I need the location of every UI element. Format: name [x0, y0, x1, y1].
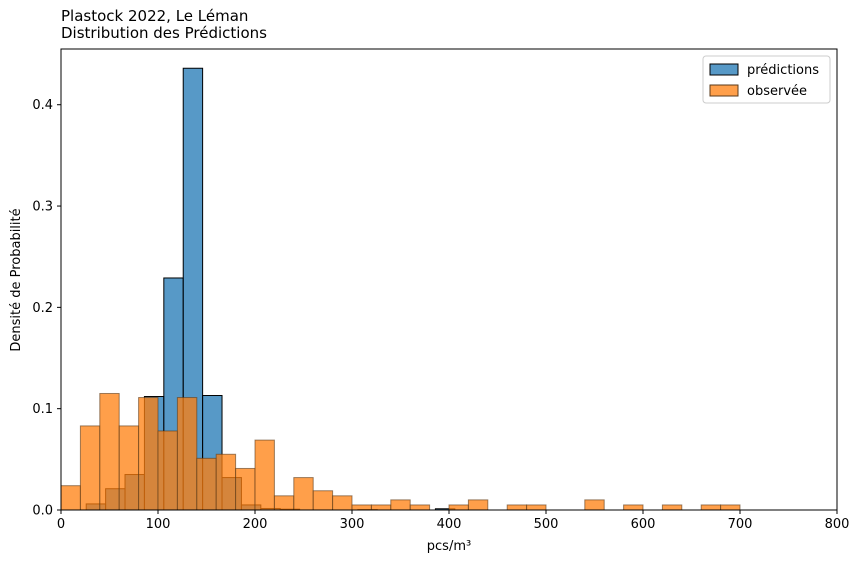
x-tick-label: 100 — [146, 517, 171, 532]
legend: prédictions observée — [702, 55, 831, 104]
x-tick-label: 0 — [57, 517, 65, 532]
histogram-bar — [351, 504, 372, 511]
histogram-bar — [138, 397, 159, 511]
legend-label: prédictions — [747, 63, 819, 78]
y-tick-label: 0.1 — [32, 402, 53, 417]
histogram-bar — [176, 397, 198, 511]
histogram-bar — [235, 467, 256, 511]
y-tick-label: 0.3 — [32, 200, 53, 215]
histogram-bar — [661, 504, 683, 511]
histogram-bar — [448, 504, 469, 511]
y-axis-label: Densité de Probabilité — [9, 208, 24, 351]
x-tick-label: 300 — [340, 517, 365, 532]
series-1-bars — [60, 392, 741, 511]
chart-title-line-1: Plastock 2022, Le Léman — [61, 7, 248, 25]
histogram-bar — [623, 504, 644, 511]
histogram-bar — [254, 439, 275, 511]
chart-title-line-2: Distribution des Prédictions — [61, 24, 267, 42]
x-tick-label: 400 — [437, 517, 462, 532]
histogram-bar — [157, 430, 178, 511]
y-tick-label: 0.2 — [32, 301, 53, 316]
histogram-bar — [526, 504, 547, 511]
histogram-bar — [312, 490, 334, 511]
legend-swatch — [709, 63, 739, 76]
histogram-bar — [467, 499, 489, 511]
histogram-bar — [118, 425, 140, 511]
bars-layer — [60, 67, 741, 511]
x-tick-label: 200 — [243, 517, 268, 532]
histogram-bar — [584, 499, 605, 511]
histogram-bar — [196, 457, 217, 511]
y-tick-label: 0.0 — [32, 504, 53, 519]
x-tick-label: 700 — [728, 517, 753, 532]
histogram-bar — [700, 504, 722, 511]
histogram-bar — [720, 504, 741, 511]
histogram-bar — [293, 477, 314, 511]
x-axis-label: pcs/m³ — [427, 539, 471, 554]
histogram-bar — [409, 504, 431, 511]
histogram-bar — [506, 504, 528, 511]
x-tick-label: 600 — [631, 517, 656, 532]
histogram-bar — [60, 485, 81, 511]
histogram-bar — [99, 392, 120, 511]
histogram-bar — [215, 453, 237, 511]
histogram-bar — [370, 504, 392, 511]
histogram-bar — [390, 499, 411, 511]
x-tick-label: 500 — [534, 517, 559, 532]
axes-layer: 0 100 200 300 400 500 600 700 800 0.0 0.1 0.2 0.3 0.4 — [32, 48, 850, 532]
legend-label: observée — [747, 84, 807, 99]
x-tick-label: 800 — [825, 517, 850, 532]
histogram-bar — [79, 425, 101, 511]
legend-swatch — [709, 84, 739, 97]
y-tick-label: 0.4 — [32, 98, 53, 113]
histogram-bar — [332, 495, 353, 511]
histogram-bar — [273, 495, 295, 511]
